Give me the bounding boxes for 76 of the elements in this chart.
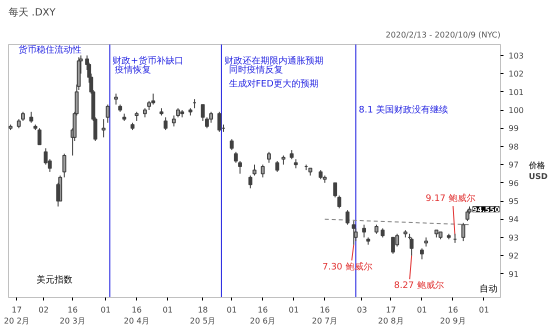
y-tick-label: 92 [508, 252, 519, 261]
annotation: 疫情恢复 [114, 64, 151, 76]
candlestick [275, 160, 280, 172]
annotation: 美元指数 [36, 274, 72, 286]
candlestick [318, 170, 323, 180]
candlestick [281, 155, 286, 166]
candlestick [294, 158, 298, 169]
y-tick-label: 99 [508, 124, 519, 134]
annotation: 8.27 鲍威尔 [394, 280, 444, 292]
x-tick-label: 16 20 9月 [440, 306, 466, 326]
candlestick [248, 175, 252, 189]
candlestick [424, 236, 428, 248]
candlestick [44, 148, 48, 166]
x-tick-label: 03 [356, 306, 368, 314]
x-tick-label: 18 20 5月 [190, 306, 216, 326]
x-tick-label: 01 [162, 306, 173, 314]
x-tick-label: 16 20 6月 [250, 306, 276, 326]
y-tick-label: 102 [508, 70, 524, 79]
candlestick [337, 195, 342, 209]
x-tick-label: 01 [226, 306, 237, 314]
candlestick [346, 210, 350, 226]
y-tick-label: 101 [508, 88, 524, 97]
y-tick-label: 91 [508, 270, 519, 279]
candlestick [380, 228, 385, 238]
x-tick-label: 17 20 8月 [378, 306, 404, 326]
y-tick-label: 97 [508, 160, 519, 170]
candlestick [217, 111, 222, 132]
candlestick [176, 108, 180, 118]
candlestick [461, 222, 466, 242]
ref-line-label: 8.1 美国财政没有继续 [358, 104, 448, 116]
candlestick [106, 104, 110, 124]
y-tick-label: 98 [508, 142, 519, 152]
annotation: 货币稳住流动性 [18, 44, 82, 56]
y-tick-label: 100 [508, 106, 524, 116]
candlestick [62, 153, 66, 178]
candlestick [172, 114, 176, 127]
candlestick [252, 164, 256, 176]
candlestick [374, 224, 378, 234]
y-tick-label: 103 [508, 51, 524, 60]
x-tick-label: 16 20 7月 [312, 306, 338, 326]
y-tick-label: 94 [508, 215, 519, 224]
annotation: 生成对FED更大的预期 [228, 78, 319, 90]
candlestick [230, 138, 234, 151]
candlestick [134, 111, 139, 122]
chart-title: 每天 .DXY [8, 6, 56, 18]
candlestick [391, 236, 395, 254]
ref-line-label: 财政还在期限内通胀预期 [224, 55, 324, 66]
candlestick [465, 210, 470, 222]
candlestick [102, 118, 106, 138]
annotation: 自动 [480, 284, 498, 294]
y-tick-label: 96 [508, 178, 519, 188]
x-tick-label: 17 20 2月 [4, 306, 30, 326]
chart-subtitle: 2020/2/13 - 2020/10/9 (NYC) [386, 30, 501, 40]
y-tick-label: 93 [508, 233, 519, 242]
ref-line-label: 财政+货币补缺口 [112, 55, 184, 66]
x-tick-label: 01 [478, 306, 490, 314]
candlestick [114, 93, 118, 106]
x-tick-label: 01 [416, 306, 428, 314]
x-tick-label: 01 [100, 306, 111, 314]
candlestick [333, 182, 338, 198]
candlestick [362, 224, 366, 238]
candlestick [234, 151, 238, 164]
candlestick [267, 151, 271, 164]
x-tick-label: 16 20 3月 [60, 306, 86, 326]
annotation: 9.17 鲍威尔 [426, 193, 476, 204]
x-tick-label: 02 [38, 306, 49, 314]
candlestick [164, 116, 168, 131]
candlestick [260, 164, 265, 178]
x-tick-label: 01 [288, 306, 299, 314]
candlestick [290, 150, 294, 160]
annotation: 同时疫情反复 [228, 64, 283, 76]
candlestick [142, 108, 147, 118]
x-tick-label: 16 20 4月 [124, 306, 150, 326]
candlestick [420, 248, 424, 260]
y-axis-title: 价格 USD [528, 161, 548, 181]
y-tick-label: 95 [508, 197, 519, 206]
